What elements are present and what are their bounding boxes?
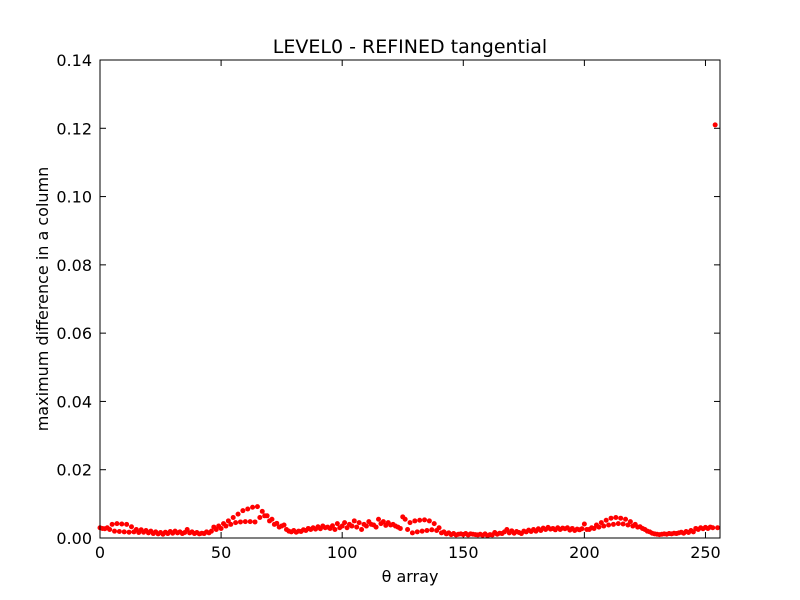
data-point <box>606 522 612 528</box>
data-point <box>223 523 229 529</box>
data-point <box>417 517 423 523</box>
data-point <box>409 530 415 536</box>
y-axis-label: maximum difference in a column <box>33 167 52 432</box>
data-point <box>596 524 602 530</box>
data-point <box>237 519 243 525</box>
data-point <box>109 521 115 527</box>
y-tick-label: 0.10 <box>56 188 92 207</box>
data-point <box>579 526 585 532</box>
data-point <box>422 517 428 523</box>
data-point <box>351 518 357 524</box>
data-point <box>332 526 338 532</box>
data-point <box>608 515 614 521</box>
data-point <box>247 519 253 525</box>
data-point <box>397 525 403 531</box>
data-point <box>363 523 369 529</box>
x-tick-label: 50 <box>211 543 231 562</box>
data-point <box>119 521 125 527</box>
chart-title: LEVEL0 - REFINED tangential <box>273 36 547 58</box>
data-point <box>359 526 365 532</box>
data-point <box>349 523 355 529</box>
data-point <box>414 529 420 535</box>
y-tick-label: 0.00 <box>56 529 92 548</box>
data-point <box>354 524 360 530</box>
y-tick-label: 0.02 <box>56 461 92 480</box>
data-point <box>356 520 362 526</box>
y-tick-label: 0.14 <box>56 51 92 70</box>
data-point <box>601 523 607 529</box>
data-point <box>274 520 280 526</box>
y-tick-label: 0.04 <box>56 392 92 411</box>
data-point <box>620 521 626 527</box>
data-point <box>218 525 224 531</box>
data-point <box>436 525 442 531</box>
data-point <box>412 518 418 524</box>
x-tick-label: 100 <box>327 543 358 562</box>
data-point <box>245 506 251 512</box>
data-point <box>618 515 624 521</box>
data-point <box>627 519 633 525</box>
data-point <box>431 521 437 527</box>
data-point <box>419 528 425 534</box>
data-point <box>112 528 118 534</box>
data-point <box>334 521 340 527</box>
data-point <box>603 517 609 523</box>
data-point <box>242 519 248 525</box>
data-point <box>405 526 411 532</box>
x-tick-label: 250 <box>690 543 721 562</box>
data-point <box>710 525 716 531</box>
data-point <box>429 527 435 533</box>
x-tick-label: 200 <box>569 543 600 562</box>
data-point <box>250 504 256 510</box>
data-point <box>613 515 619 521</box>
data-point <box>107 526 113 532</box>
data-point <box>240 508 246 514</box>
data-point <box>269 516 275 522</box>
data-point <box>376 516 382 522</box>
data-point <box>124 521 130 527</box>
data-point <box>407 520 413 526</box>
data-point <box>208 528 214 534</box>
data-point <box>264 513 270 519</box>
x-tick-label: 0 <box>95 543 105 562</box>
data-point <box>373 524 379 530</box>
data-point <box>581 521 587 527</box>
data-point <box>715 525 721 531</box>
plot-frame <box>99 59 721 539</box>
data-point <box>380 519 386 525</box>
y-tick-label: 0.06 <box>56 324 92 343</box>
data-point <box>128 524 134 530</box>
data-point <box>610 521 616 527</box>
data-point <box>116 529 122 535</box>
data-point <box>254 504 260 510</box>
data-point <box>235 511 241 517</box>
data-point <box>402 516 408 522</box>
data-point <box>623 516 629 522</box>
data-point <box>330 523 335 529</box>
x-tick-label: 150 <box>448 543 479 562</box>
x-axis-label: θ array <box>382 567 439 586</box>
data-point <box>252 519 258 525</box>
data-point <box>230 515 236 521</box>
data-point <box>121 529 127 535</box>
data-point <box>615 521 621 527</box>
data-point <box>228 521 234 527</box>
data-point <box>281 522 287 528</box>
data-point <box>342 520 348 526</box>
y-tick-label: 0.12 <box>56 119 92 138</box>
data-point <box>259 508 265 514</box>
data-point <box>233 520 239 526</box>
data-point <box>114 521 120 527</box>
data-point <box>426 518 432 524</box>
data-point <box>424 527 430 533</box>
data-point <box>712 122 718 128</box>
y-tick-label: 0.08 <box>56 256 92 275</box>
data-point <box>257 515 263 521</box>
data-point <box>126 529 132 535</box>
